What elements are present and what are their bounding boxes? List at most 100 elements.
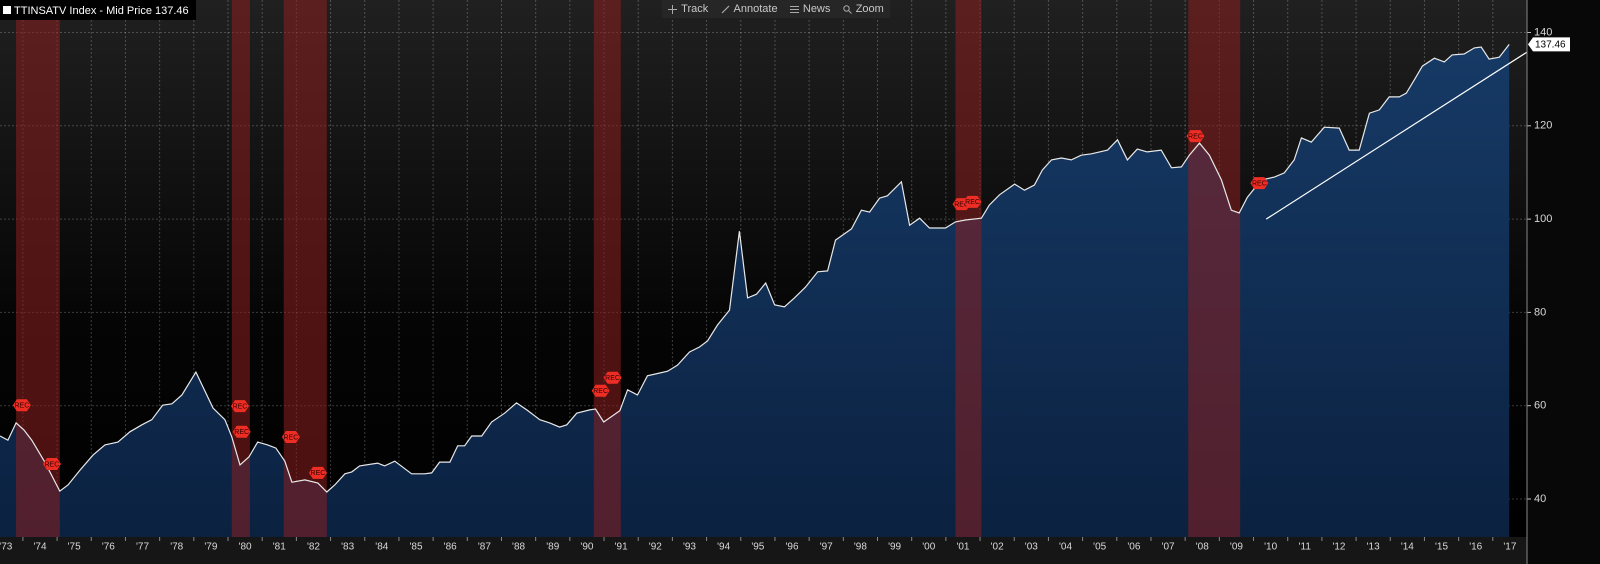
x-tick-label: '04 <box>1059 542 1072 553</box>
x-tick-label: '91 <box>615 542 628 553</box>
x-tick-label: '84 <box>375 542 388 553</box>
x-tick-label: '97 <box>820 542 833 553</box>
y-tick-label: 140 <box>1534 26 1552 38</box>
x-tick-label: '12 <box>1332 542 1345 553</box>
recession-band <box>16 0 60 537</box>
legend: TTINSATV Index - Mid Price 137.46 <box>0 0 196 20</box>
news-button[interactable]: News <box>789 3 831 15</box>
y-tick-label: 40 <box>1534 493 1546 505</box>
x-tick-label: '90 <box>580 542 593 553</box>
x-tick-label: '17 <box>1503 542 1516 553</box>
x-tick-label: '78 <box>170 542 183 553</box>
y-tick-label: 100 <box>1534 213 1552 225</box>
recession-band <box>593 0 621 537</box>
x-tick-label: '94 <box>717 542 730 553</box>
area-layer <box>0 44 1510 538</box>
x-tick-label: '99 <box>888 542 901 553</box>
x-tick-label: '01 <box>956 542 969 553</box>
x-tick-label: '13 <box>1367 542 1380 553</box>
x-tick-label: '87 <box>478 542 491 553</box>
line <box>0 44 1510 493</box>
x-tick-label: '10 <box>1264 542 1277 553</box>
x-tick-label: '79 <box>204 542 217 553</box>
legend-text: TTINSATV Index - Mid Price 137.46 <box>14 5 189 17</box>
rec-marker-label: REC <box>284 434 299 441</box>
rec-marker-label: REC <box>593 388 608 395</box>
rec-marker <box>12 399 31 412</box>
x-tick-label: '82 <box>307 542 320 553</box>
x-tick-label: '07 <box>1162 542 1175 553</box>
x-tick-label: '08 <box>1196 542 1209 553</box>
button-label: Annotate <box>733 3 778 15</box>
x-tick-label: '83 <box>341 542 354 553</box>
rec-marker-label: REC <box>965 199 980 206</box>
zoom-icon <box>842 4 852 14</box>
recession-band <box>283 0 327 537</box>
annotate-button[interactable]: Annotate <box>721 3 778 15</box>
button-label: News <box>802 3 831 15</box>
x-tick-label: '09 <box>1230 542 1243 553</box>
y-tick-label: 80 <box>1534 306 1546 318</box>
y-tick-label: 120 <box>1534 120 1552 132</box>
last-price-tag <box>1528 37 1570 52</box>
x-tick-label: '75 <box>68 542 81 553</box>
news-icon <box>789 5 799 13</box>
rec-marker <box>232 425 251 438</box>
last-price-label: 137.46 <box>1535 40 1566 51</box>
x-tick-label: '92 <box>649 542 662 553</box>
rec-marker-label: REC <box>45 461 60 468</box>
track-button[interactable]: Track <box>668 3 708 15</box>
rec-marker-label: REC <box>14 403 29 410</box>
area <box>0 44 1510 538</box>
x-tick-label: '81 <box>273 542 286 553</box>
zoom-button[interactable]: Zoom <box>842 3 884 15</box>
rec-marker <box>230 400 249 413</box>
x-tick-label: '95 <box>751 542 764 553</box>
rec-marker <box>591 384 610 397</box>
toolbar: Track Annotate News Zoom <box>662 0 890 18</box>
x-tick-label: '86 <box>444 542 457 553</box>
rec-marker-label: REC <box>234 429 249 436</box>
x-tick-label: '16 <box>1469 542 1482 553</box>
x-tick-label: '02 <box>991 542 1004 553</box>
y-tick-label: 60 <box>1534 400 1546 412</box>
rec-marker-label: REC <box>1188 133 1203 140</box>
trend-line <box>1265 51 1528 220</box>
x-tick-label: '11 <box>1299 542 1312 553</box>
rec-marker <box>42 457 61 470</box>
line-layer <box>0 44 1528 493</box>
x-tick-label: '14 <box>1401 542 1414 553</box>
x-tick-label: '05 <box>1093 542 1106 553</box>
recession-band <box>955 0 982 537</box>
track-icon <box>668 4 678 14</box>
button-label: Track <box>681 3 709 15</box>
x-tick-label: '93 <box>683 542 696 553</box>
x-axis-background <box>0 537 1527 564</box>
x-tick-label: '03 <box>1025 542 1038 553</box>
rec-marker-label: REC <box>233 403 248 410</box>
x-tick-label: '73 <box>0 542 13 553</box>
x-tick-label: '85 <box>409 542 422 553</box>
legend-value: 137.46 <box>155 5 189 17</box>
legend-background <box>0 0 196 20</box>
x-tick-label: '77 <box>136 542 149 553</box>
rec-marker-label: REC <box>311 470 326 477</box>
x-tick-label: '89 <box>546 542 559 553</box>
rec-marker <box>1186 130 1205 143</box>
button-label: Zoom <box>855 3 884 15</box>
x-tick-label: '06 <box>1127 542 1140 553</box>
recession-band <box>1188 0 1241 537</box>
recession-band <box>231 0 250 537</box>
x-tick-label: '76 <box>102 542 115 553</box>
legend-swatch <box>3 6 11 14</box>
rec-marker-label: REC <box>605 375 620 382</box>
x-tick-label: '96 <box>786 542 799 553</box>
x-tick-label: '80 <box>239 542 252 553</box>
x-tick-label: '74 <box>33 542 46 553</box>
axis-background <box>1527 0 1600 564</box>
rec-marker <box>1250 177 1269 190</box>
